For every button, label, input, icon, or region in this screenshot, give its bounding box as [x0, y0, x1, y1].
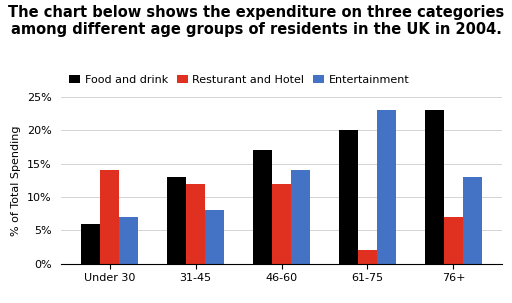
Bar	[463, 177, 482, 264]
Bar	[291, 170, 310, 264]
Text: The chart below shows the expenditure on three categories
among different age gr: The chart below shows the expenditure on…	[8, 5, 504, 37]
Bar	[377, 110, 396, 264]
Y-axis label: % of Total Spending: % of Total Spending	[11, 125, 22, 235]
Bar	[100, 170, 119, 264]
Bar	[186, 184, 205, 264]
Bar	[81, 224, 100, 264]
Bar	[253, 150, 272, 264]
Bar	[205, 210, 224, 264]
Legend: Food and drink, Resturant and Hotel, Entertainment: Food and drink, Resturant and Hotel, Ent…	[67, 72, 412, 87]
Bar	[167, 177, 186, 264]
Bar	[425, 110, 444, 264]
Bar	[119, 217, 138, 264]
Bar	[272, 184, 291, 264]
Bar	[444, 217, 463, 264]
Bar	[339, 130, 358, 264]
Bar	[358, 250, 377, 264]
